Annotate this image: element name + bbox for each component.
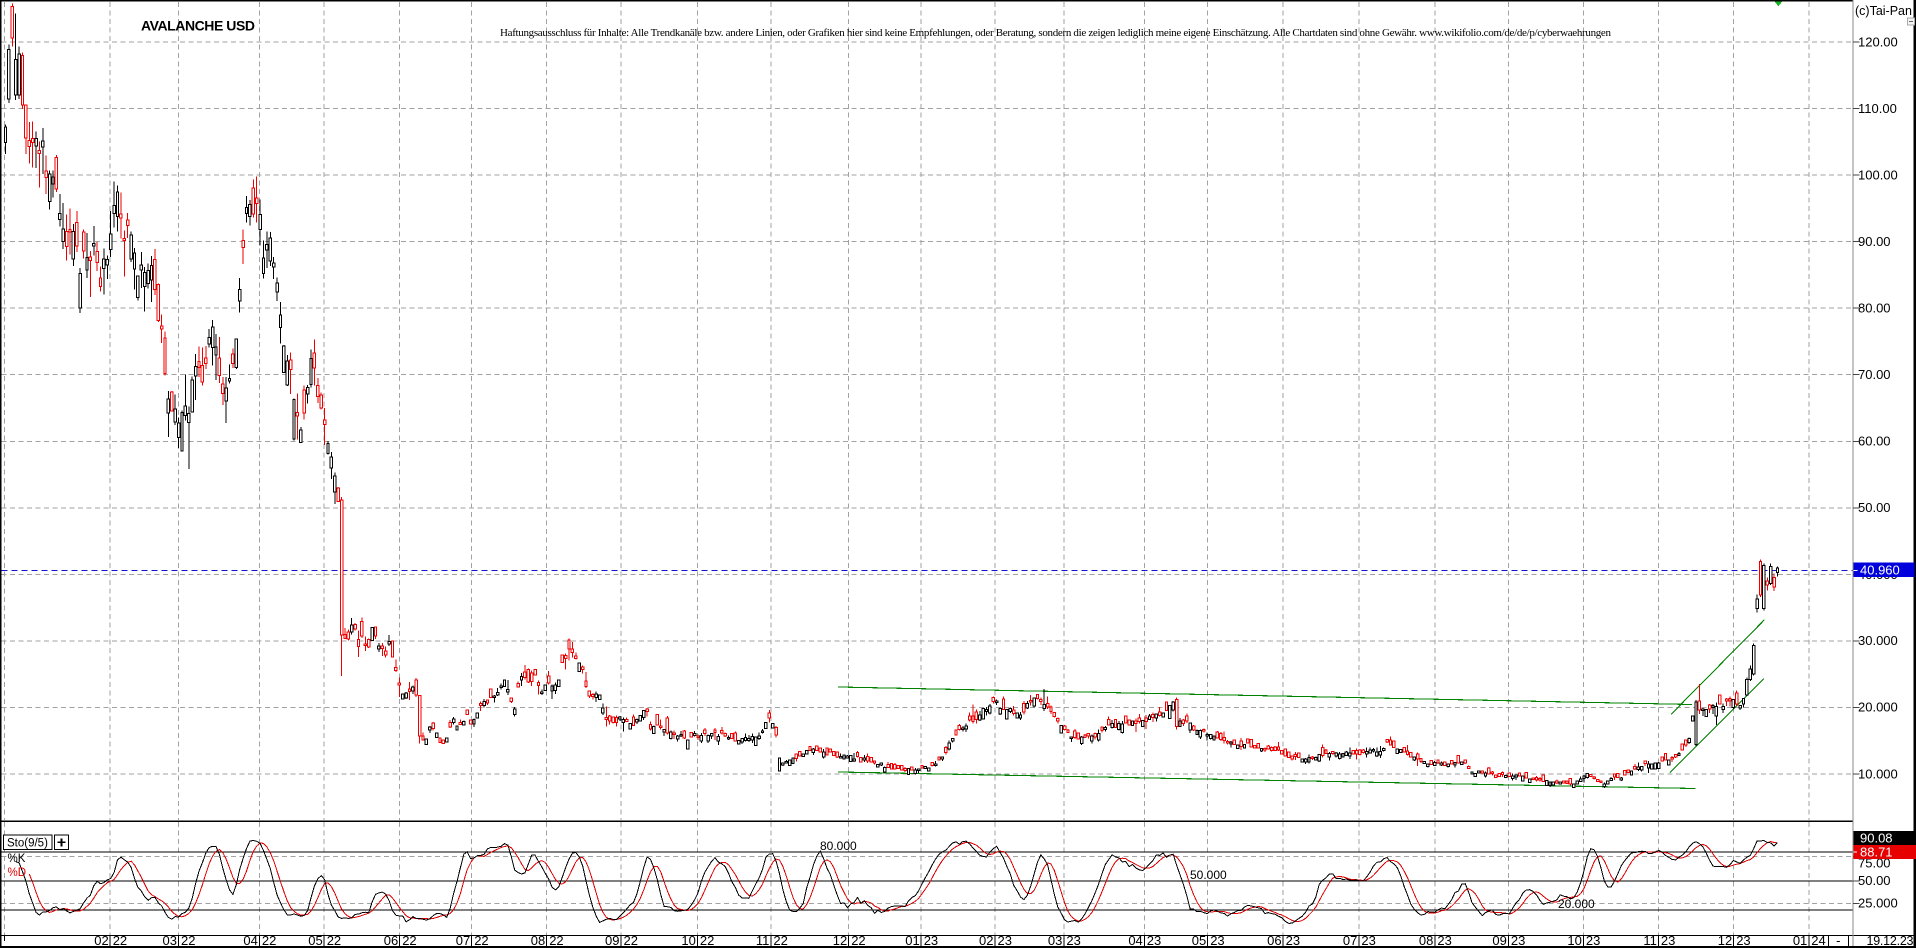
- svg-text:23: 23: [1437, 933, 1451, 948]
- svg-text:10: 10: [1567, 933, 1581, 948]
- svg-text:07: 07: [1343, 933, 1357, 948]
- svg-text:70.00: 70.00: [1858, 367, 1891, 382]
- svg-text:23: 23: [1286, 933, 1300, 948]
- svg-text:30.000: 30.000: [1858, 633, 1898, 648]
- svg-text:%D: %D: [8, 867, 27, 879]
- svg-text:09: 09: [605, 933, 619, 948]
- svg-text:-: -: [1836, 933, 1840, 948]
- svg-text:110.00: 110.00: [1858, 101, 1897, 116]
- svg-text:80.000: 80.000: [820, 839, 857, 853]
- svg-text:01: 01: [1793, 933, 1807, 948]
- svg-text:23: 23: [1361, 933, 1375, 948]
- svg-text:05: 05: [308, 933, 322, 948]
- svg-text:20.000: 20.000: [1858, 700, 1898, 715]
- svg-text:02: 02: [94, 933, 108, 948]
- svg-text:75.00: 75.00: [1858, 855, 1891, 870]
- svg-text:100.00: 100.00: [1858, 167, 1898, 182]
- svg-text:23: 23: [1147, 933, 1161, 948]
- svg-text:11: 11: [756, 933, 770, 948]
- svg-text:22: 22: [327, 933, 341, 948]
- svg-text:Haftungsausschluss für Inhalte: Haftungsausschluss für Inhalte: Alle Tre…: [500, 27, 1612, 39]
- svg-text:60.00: 60.00: [1858, 434, 1891, 449]
- svg-text:06: 06: [1267, 933, 1281, 948]
- svg-text:(c)Tai-Pan: (c)Tai-Pan: [1855, 4, 1912, 18]
- svg-text:11: 11: [1643, 933, 1657, 948]
- svg-text:50.00: 50.00: [1858, 873, 1891, 888]
- svg-text:03: 03: [1048, 933, 1062, 948]
- svg-text:Sto(9/5): Sto(9/5): [7, 838, 48, 850]
- svg-text:23: 23: [1586, 933, 1600, 948]
- svg-text:20.000: 20.000: [1558, 897, 1595, 911]
- svg-text:12: 12: [1718, 933, 1732, 948]
- svg-text:22: 22: [402, 933, 416, 948]
- svg-text:10: 10: [681, 933, 695, 948]
- svg-text:90.00: 90.00: [1858, 234, 1891, 249]
- svg-text:22: 22: [113, 933, 127, 948]
- svg-text:24: 24: [1811, 933, 1825, 948]
- svg-text:23: 23: [1736, 933, 1750, 948]
- svg-text:12: 12: [833, 933, 847, 948]
- svg-text:05: 05: [1192, 933, 1206, 948]
- svg-text:23: 23: [998, 933, 1012, 948]
- svg-text:22: 22: [700, 933, 714, 948]
- svg-text:02: 02: [979, 933, 993, 948]
- svg-text:22: 22: [181, 933, 195, 948]
- svg-text:22: 22: [474, 933, 488, 948]
- svg-text:23: 23: [1066, 933, 1080, 948]
- svg-text:23: 23: [1210, 933, 1224, 948]
- svg-text:%K: %K: [8, 853, 26, 865]
- svg-text:07: 07: [456, 933, 470, 948]
- svg-text:22: 22: [773, 933, 787, 948]
- svg-text:04: 04: [243, 933, 257, 948]
- svg-text:80.00: 80.00: [1858, 301, 1891, 316]
- svg-text:09: 09: [1492, 933, 1506, 948]
- svg-text:23: 23: [924, 933, 938, 948]
- svg-text:06: 06: [384, 933, 398, 948]
- svg-text:23: 23: [1661, 933, 1675, 948]
- svg-text:22: 22: [851, 933, 865, 948]
- svg-text:08: 08: [531, 933, 545, 948]
- svg-text:04: 04: [1128, 933, 1142, 948]
- svg-text:08: 08: [1419, 933, 1433, 948]
- svg-text:23: 23: [1511, 933, 1525, 948]
- svg-text:22: 22: [262, 933, 276, 948]
- svg-text:22: 22: [549, 933, 563, 948]
- svg-text:90.08: 90.08: [1860, 831, 1893, 846]
- svg-text:88.71: 88.71: [1860, 845, 1893, 860]
- svg-text:120.00: 120.00: [1858, 34, 1898, 49]
- svg-text:03: 03: [163, 933, 177, 948]
- svg-text:01: 01: [905, 933, 919, 948]
- svg-text:50.00: 50.00: [1858, 500, 1891, 515]
- svg-text:50.000: 50.000: [1190, 868, 1227, 882]
- svg-text:40.960: 40.960: [1860, 563, 1900, 578]
- svg-text:19.12.23: 19.12.23: [1867, 934, 1914, 948]
- svg-text:25.000: 25.000: [1858, 896, 1898, 911]
- svg-text:AVALANCHE USD: AVALANCHE USD: [141, 18, 255, 34]
- svg-text:10.000: 10.000: [1858, 766, 1898, 781]
- svg-text:22: 22: [624, 933, 638, 948]
